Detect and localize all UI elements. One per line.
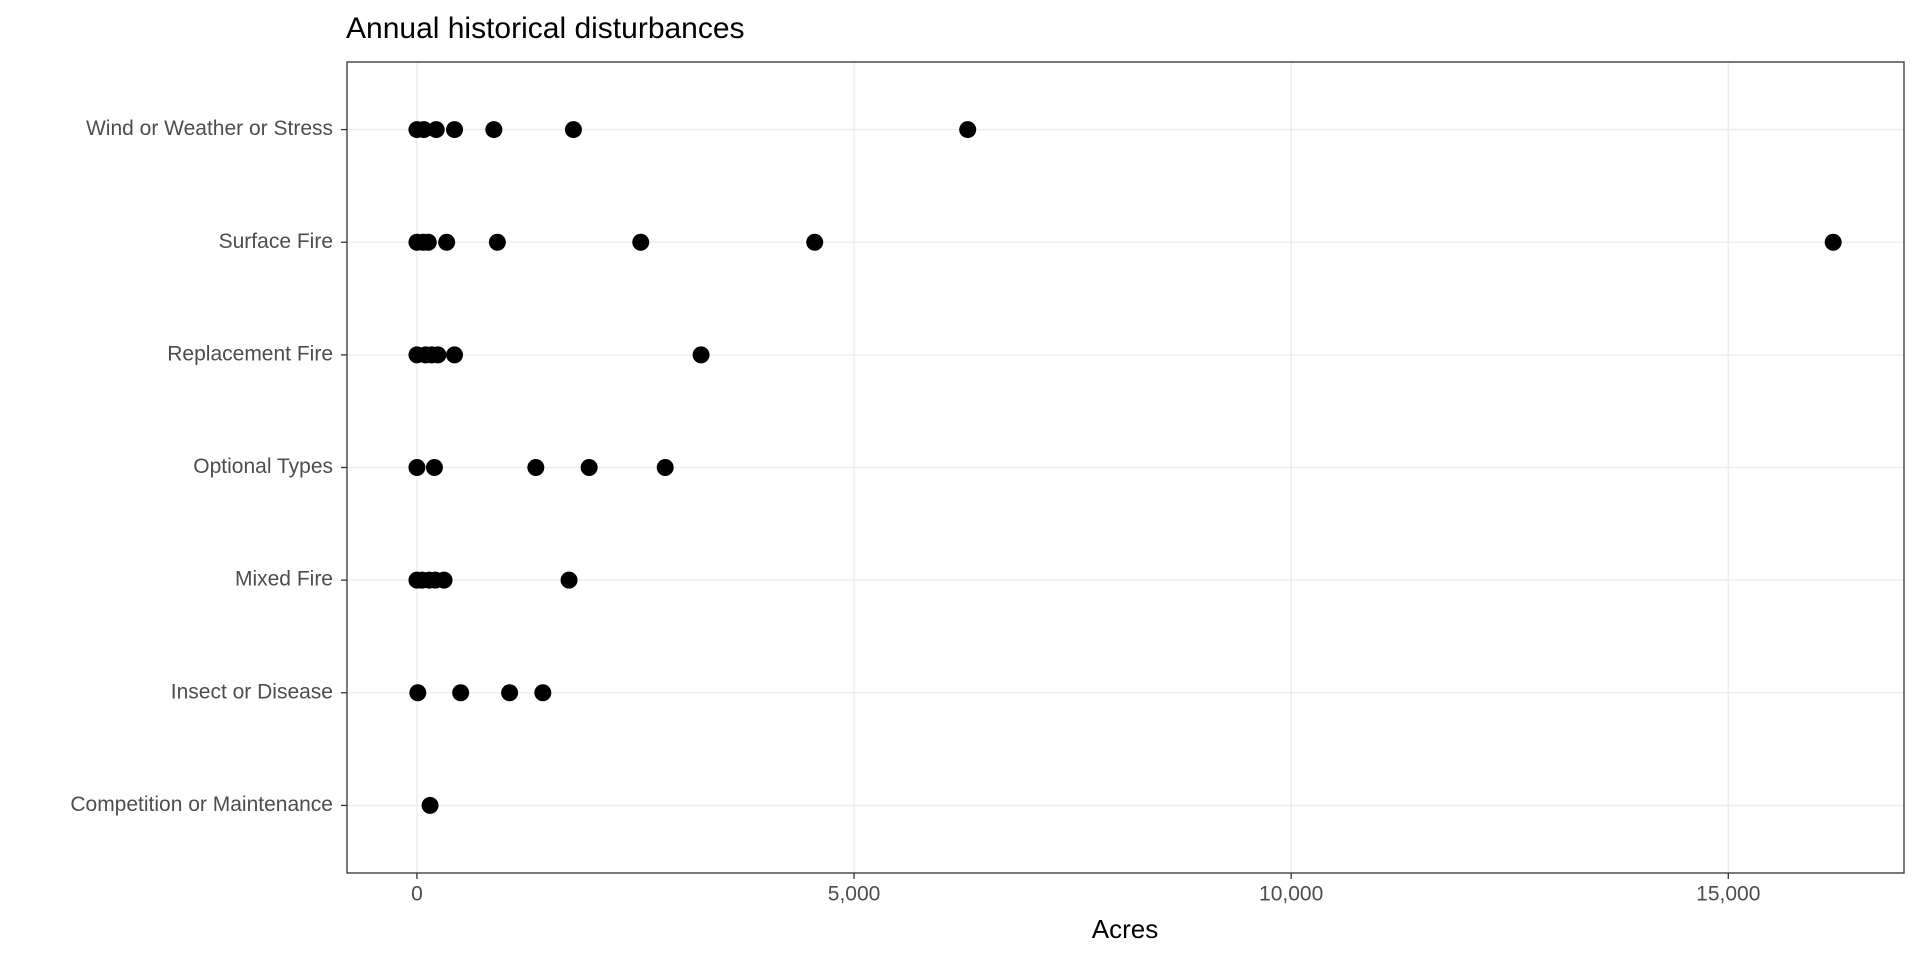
point [446, 121, 464, 139]
point [806, 233, 824, 251]
x-tick-label: 10,000 [1259, 883, 1323, 906]
point [408, 459, 426, 476]
y-tick-label: Mixed Fire [235, 568, 333, 591]
point [435, 571, 453, 589]
point [501, 684, 519, 702]
chart-title: Annual historical disturbances [346, 12, 745, 45]
point [1824, 233, 1842, 251]
point [419, 233, 437, 251]
point [692, 346, 710, 364]
point [415, 121, 433, 139]
point [485, 121, 503, 139]
x-tick-label: 0 [411, 883, 423, 906]
point [438, 233, 456, 251]
y-tick-label: Surface Fire [219, 230, 333, 253]
point [409, 684, 427, 702]
point [429, 346, 447, 364]
y-tick-label: Optional Types [193, 455, 333, 478]
point [452, 684, 470, 702]
point [959, 121, 977, 139]
y-tick-label: Replacement Fire [167, 342, 333, 365]
point [425, 459, 443, 476]
y-tick-label: Insect or Disease [171, 680, 333, 703]
point [632, 233, 650, 251]
x-tick-label: 5,000 [828, 883, 881, 906]
point [560, 571, 578, 589]
point [446, 346, 464, 364]
point [564, 121, 582, 139]
point [656, 459, 674, 476]
x-tick-label: 15,000 [1696, 883, 1760, 906]
point [580, 459, 598, 476]
point [488, 233, 506, 251]
point [527, 459, 545, 476]
point [534, 684, 552, 702]
panel-border [346, 61, 1905, 874]
point [427, 121, 445, 139]
point [421, 796, 439, 814]
x-axis-label: Acres [1092, 914, 1158, 944]
y-tick-label: Competition or Maintenance [70, 793, 333, 816]
y-tick-label: Wind or Weather or Stress [86, 117, 333, 140]
